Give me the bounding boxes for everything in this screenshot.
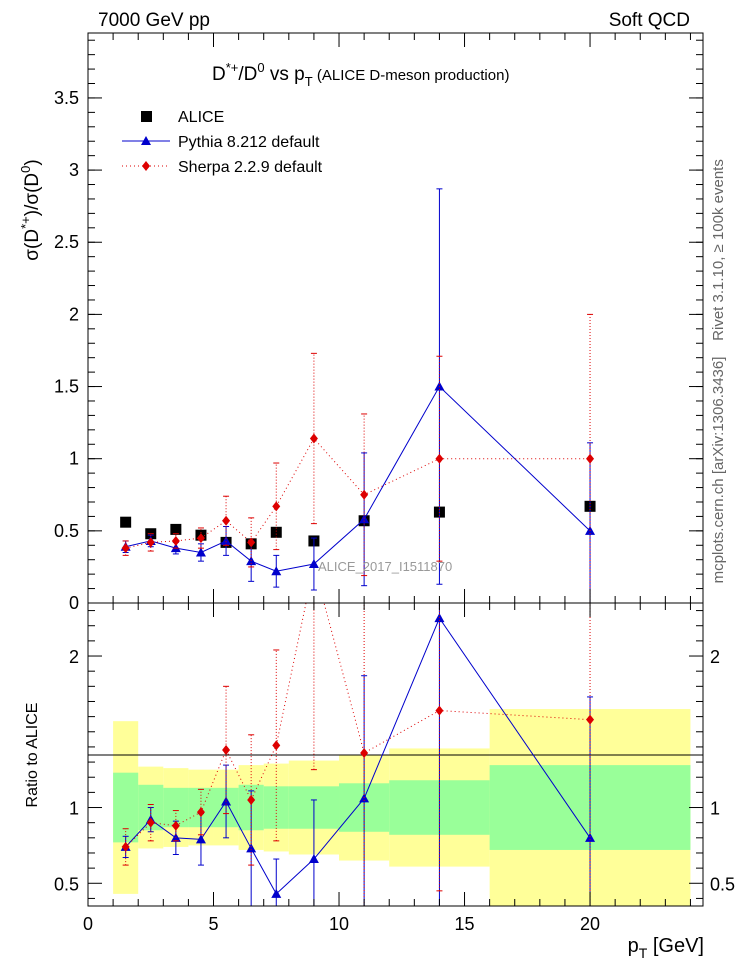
pythia-8-212-default-point-9 (434, 381, 445, 391)
legend: ALICE Pythia 8.212 default Sherpa 2.2.9 … (122, 109, 323, 176)
ratio-frame (87, 602, 704, 907)
pythia-8-212-default-point-10 (585, 832, 596, 842)
sherpa-2-2-9-default-line (125, 437, 591, 549)
chart-title: D*+/D0 vs pT (ALICE D-meson production) (212, 60, 509, 89)
sherpa-2-2-9-default-point-9 (435, 453, 444, 464)
main-panel: 00.511.522.533.5 ALICE_2017_I1511870 D*+… (18, 32, 704, 613)
ylabel-a: σ(D (22, 229, 43, 261)
legend-label-alice: ALICE (178, 109, 224, 126)
main-ytick-label-0: 0 (69, 593, 79, 613)
sherpa-2-2-9-default-point-6 (272, 501, 281, 512)
ratio-band-inner-0 (113, 772, 139, 843)
sherpa-2-2-9-default-point-10 (586, 453, 595, 464)
ratio-ytick-label-right-0.5: 0.5 (710, 874, 735, 894)
main-ytick-label-1.5: 1.5 (54, 377, 79, 397)
ratio-ytick-label-right-2: 2 (710, 647, 720, 667)
title-d: D (212, 64, 226, 85)
pythia-8-212-default-point-3 (195, 547, 206, 557)
xtick-label-15: 15 (455, 914, 475, 934)
legend-marker-alice (141, 111, 152, 122)
sherpa-2-2-9-default-point-3 (196, 533, 205, 544)
sherpa-2-2-9-default-point-1 (146, 537, 155, 548)
pythia-8-212-default-point-4 (221, 535, 232, 545)
sherpa-2-2-9-default-point-8 (360, 489, 369, 500)
sherpa-2-2-9-default-point-5 (247, 537, 256, 548)
main-ylabel: σ(D*+)/σ(D0) (18, 159, 43, 260)
sherpa-2-2-9-default-point-10 (586, 714, 595, 725)
legend-label-pythia: Pythia 8.212 default (178, 134, 320, 151)
sherpa-2-2-9-default-point-9 (435, 705, 444, 716)
title-mid: /D (238, 64, 257, 85)
sherpa-2-2-9-default-point-0 (121, 841, 130, 852)
sherpa-2-2-9-default-point-7 (309, 433, 318, 444)
title-sup1: *+ (226, 60, 239, 75)
ratio-band-inner-2 (163, 787, 189, 828)
alice-point-2 (170, 523, 182, 535)
alice-point-0 (120, 516, 132, 528)
title-vs: vs p (265, 64, 305, 85)
xlabel-sub: T (639, 945, 648, 961)
sherpa-2-2-9-default-point-6 (272, 740, 281, 751)
main-ytick-label-3.5: 3.5 (54, 88, 79, 108)
ylabel-c: ) (22, 159, 43, 165)
main-ytick-label-1: 1 (69, 449, 79, 469)
ylabel-a-sup: *+ (18, 216, 33, 229)
pythia-8-212-default-point-7 (308, 559, 319, 569)
xlabel-unit: [GeV] (647, 935, 704, 957)
xlabel-p: p (628, 935, 639, 957)
sherpa-2-2-9-default-point-1 (146, 817, 155, 828)
analysis-watermark: ALICE_2017_I1511870 (318, 559, 452, 574)
pythia-8-212-default-point-3 (195, 834, 206, 844)
main-ytick-label-2.5: 2.5 (54, 232, 79, 252)
sherpa-2-2-9-default-point-2 (171, 820, 180, 831)
pythia-8-212-default-point-6 (271, 566, 282, 576)
xtick-label-20: 20 (580, 914, 600, 934)
sherpa-2-2-9-default-point-5 (247, 794, 256, 805)
xtick-label-10: 10 (329, 914, 349, 934)
alice-point-6 (270, 526, 282, 538)
main-ytick-label-2: 2 (69, 304, 79, 324)
ratio-ytick-label-2: 2 (69, 647, 79, 667)
xtick-label-0: 0 (83, 914, 93, 934)
sherpa-2-2-9-default-point-3 (196, 807, 205, 818)
sherpa-2-2-9-default-point-4 (222, 744, 231, 755)
ratio-ytick-label-right-1: 1 (710, 799, 720, 819)
sherpa-2-2-9-default-point-4 (222, 515, 231, 526)
pythia-8-212-default-point-8 (359, 514, 370, 524)
ratio-ytick-label-0.5: 0.5 (54, 874, 79, 894)
header-right: Soft QCD (609, 10, 690, 31)
pythia-8-212-default-point-7 (308, 854, 319, 864)
ratio-ytick-label-1: 1 (69, 799, 79, 819)
title-sup2: 0 (257, 60, 264, 75)
ratio-ylabel: Ratio to ALICE (24, 703, 41, 808)
xtick-label-5: 5 (209, 914, 219, 934)
header-left: 7000 GeV pp (98, 10, 210, 31)
pythia-8-212-default-point-5 (246, 843, 257, 853)
main-ytick-label-0.5: 0.5 (54, 521, 79, 541)
sherpa-2-2-9-default-point-2 (171, 535, 180, 546)
ylabel-b-sup: 0 (18, 166, 33, 173)
sherpa-2-2-9-default-point-0 (121, 543, 130, 554)
legend-label-sherpa: Sherpa 2.2.9 default (178, 159, 323, 176)
legend-marker-sherpa (142, 161, 150, 171)
ratio-panel: 0.5 0.51 12 20 5 10 15 20 Ratio to ALICE pT [Ge… (24, 602, 735, 961)
main-ytick-label-3: 3 (69, 160, 79, 180)
pythia-8-212-default-point-6 (271, 888, 282, 898)
sherpa-2-2-9-default-point-8 (360, 747, 369, 758)
ylabel-b: )/σ(D (22, 173, 43, 216)
x-axis-label: pT [GeV] (628, 935, 704, 961)
title-sub: T (305, 74, 313, 89)
title-tail: (ALICE D-meson production) (313, 67, 510, 84)
mcplots-label: mcplots.cern.ch [arXiv:1306.3436] (710, 357, 727, 584)
legend-marker-pythia (141, 136, 151, 145)
rivet-label: Rivet 3.1.10, ≥ 100k events (710, 159, 727, 341)
